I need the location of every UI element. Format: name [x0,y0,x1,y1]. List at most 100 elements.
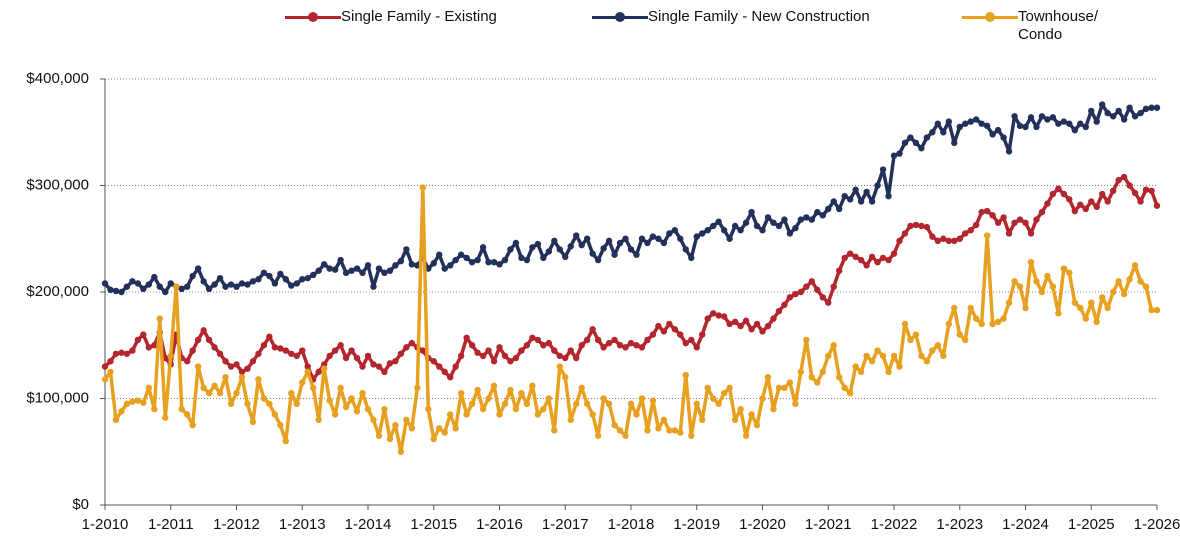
point [775,384,783,392]
point [868,198,876,205]
point [1153,104,1161,111]
series [101,184,1161,455]
point [189,421,196,429]
point [156,283,163,290]
point [501,400,509,408]
point [107,368,114,376]
point [605,400,613,408]
point [1148,306,1155,314]
point [1126,182,1133,189]
point [145,281,153,288]
point [1000,214,1007,221]
point [688,254,695,262]
point [359,389,366,397]
point [715,312,722,319]
point [348,347,355,354]
point [978,120,985,127]
legend-item: Single Family - New Construction [592,8,870,26]
point [299,347,306,354]
point [627,339,635,347]
point [299,379,306,386]
point [611,251,618,258]
point [901,320,909,328]
point [446,262,454,269]
point [742,317,750,324]
point [956,123,963,131]
point [956,331,963,338]
point [1099,294,1106,301]
point [573,400,580,408]
point [436,251,443,258]
point [518,254,525,262]
point [551,347,558,354]
point [364,262,372,269]
point [397,257,405,265]
point [534,336,542,344]
point [189,347,196,354]
point [348,267,355,274]
point [600,395,607,402]
point [348,395,355,402]
point [1115,278,1122,285]
point [386,435,394,443]
point [359,363,366,370]
point [879,254,887,262]
point [222,358,229,365]
point [282,437,290,445]
series [101,101,1161,296]
point [1022,123,1029,131]
point [1137,109,1144,117]
point [989,131,996,138]
point [211,281,218,288]
point [825,352,832,360]
point [1104,304,1111,312]
point [392,358,399,365]
point [1109,187,1117,195]
point [425,265,432,272]
point [397,350,405,357]
y-tick-label: $300,000 [26,176,89,193]
point [238,280,246,287]
point [1104,109,1111,117]
point [825,299,832,306]
point [364,405,372,413]
point [408,261,416,268]
point [523,342,531,349]
point [841,192,848,200]
legend-label: Townhouse/ Condo [1018,8,1099,43]
point [342,403,350,411]
point [381,368,388,376]
point [436,363,443,370]
point [457,352,465,360]
x-tick-label: 1-2026 [1134,516,1180,533]
point [1077,304,1084,312]
point [583,400,591,408]
point [556,246,563,253]
point [589,411,596,418]
point [331,347,339,354]
point [764,214,772,221]
point [545,339,553,347]
point [310,384,317,392]
point [397,448,405,455]
point [512,405,520,413]
point [304,368,311,376]
point [457,389,465,397]
point [677,235,684,242]
point [1120,290,1128,298]
point [1131,113,1139,120]
point [699,331,706,338]
point [583,235,591,242]
point [983,232,991,239]
point [403,246,410,253]
point [912,221,920,229]
point [655,425,662,432]
point [907,134,914,141]
point [101,363,109,370]
point [315,416,322,423]
point [885,368,892,376]
point [183,358,191,365]
point [403,416,410,423]
point [611,421,618,429]
point [649,331,657,338]
